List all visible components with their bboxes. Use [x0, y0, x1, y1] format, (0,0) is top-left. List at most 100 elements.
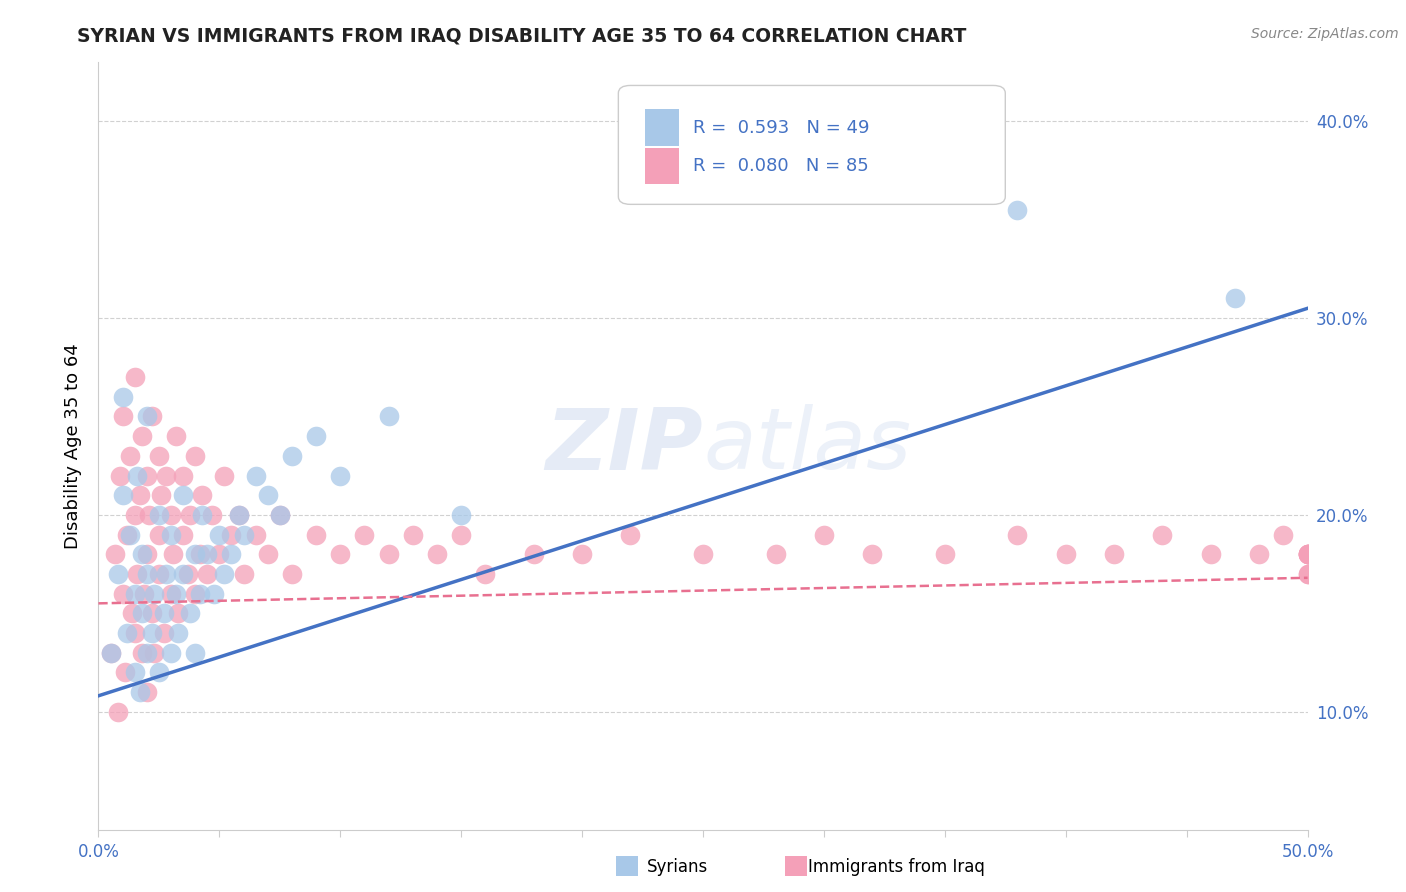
- Point: [135, 685, 157, 699]
- Point: [256, 488, 278, 502]
- Point: [1296, 566, 1319, 581]
- Point: [148, 527, 170, 541]
- Point: [160, 586, 183, 600]
- Point: [111, 390, 134, 404]
- Point: [111, 409, 134, 424]
- Point: [523, 547, 546, 561]
- Point: [934, 547, 956, 561]
- Point: [1199, 547, 1222, 561]
- Point: [212, 566, 235, 581]
- Point: [201, 508, 224, 522]
- Point: [160, 527, 183, 541]
- Point: [107, 566, 129, 581]
- Text: Source: ZipAtlas.com: Source: ZipAtlas.com: [1251, 27, 1399, 41]
- Point: [281, 566, 304, 581]
- Point: [107, 705, 129, 719]
- Text: ZIP: ZIP: [546, 404, 703, 488]
- Point: [131, 429, 153, 443]
- Point: [212, 468, 235, 483]
- Point: [165, 429, 187, 443]
- Point: [160, 646, 183, 660]
- Point: [377, 409, 399, 424]
- Point: [305, 527, 328, 541]
- Point: [179, 508, 201, 522]
- Point: [127, 566, 149, 581]
- Point: [100, 646, 122, 660]
- Point: [177, 566, 200, 581]
- Point: [228, 508, 250, 522]
- Point: [100, 646, 122, 660]
- Point: [141, 625, 163, 640]
- Text: R =  0.593   N = 49: R = 0.593 N = 49: [693, 119, 870, 136]
- Point: [813, 527, 835, 541]
- Point: [245, 527, 267, 541]
- Point: [108, 468, 131, 483]
- Point: [172, 527, 194, 541]
- Point: [305, 429, 328, 443]
- Text: Syrians: Syrians: [647, 858, 709, 876]
- Point: [124, 586, 146, 600]
- Point: [1296, 547, 1319, 561]
- Point: [765, 547, 787, 561]
- Point: [118, 449, 141, 463]
- Point: [135, 646, 157, 660]
- Point: [619, 527, 641, 541]
- Text: Immigrants from Iraq: Immigrants from Iraq: [808, 858, 986, 876]
- Bar: [645, 109, 679, 146]
- Point: [245, 468, 267, 483]
- Point: [221, 547, 243, 561]
- Point: [1007, 202, 1029, 217]
- Point: [143, 646, 166, 660]
- Point: [184, 586, 207, 600]
- Point: [571, 547, 593, 561]
- Point: [150, 488, 173, 502]
- Point: [1296, 566, 1319, 581]
- Point: [1223, 292, 1246, 306]
- Bar: [785, 856, 807, 876]
- Point: [148, 665, 170, 680]
- Point: [281, 449, 304, 463]
- Point: [155, 566, 177, 581]
- Point: [114, 665, 136, 680]
- Point: [1102, 547, 1125, 561]
- Point: [135, 566, 157, 581]
- Point: [195, 547, 218, 561]
- Point: [232, 527, 254, 541]
- Point: [128, 488, 150, 502]
- Point: [692, 547, 714, 561]
- Point: [191, 488, 214, 502]
- Point: [143, 586, 166, 600]
- Point: [148, 566, 170, 581]
- Point: [228, 508, 250, 522]
- Point: [1007, 527, 1029, 541]
- Point: [1296, 547, 1319, 561]
- Point: [172, 566, 194, 581]
- Point: [148, 449, 170, 463]
- Point: [179, 606, 201, 620]
- Bar: [645, 147, 679, 185]
- Point: [118, 527, 141, 541]
- Point: [131, 547, 153, 561]
- Point: [204, 586, 226, 600]
- Point: [124, 508, 146, 522]
- Point: [167, 625, 190, 640]
- Point: [135, 547, 157, 561]
- Point: [191, 508, 214, 522]
- Point: [134, 586, 156, 600]
- Point: [402, 527, 425, 541]
- Point: [188, 586, 211, 600]
- Y-axis label: Disability Age 35 to 64: Disability Age 35 to 64: [65, 343, 83, 549]
- Point: [329, 468, 352, 483]
- Point: [1249, 547, 1271, 561]
- Point: [124, 625, 146, 640]
- Point: [131, 606, 153, 620]
- Point: [141, 409, 163, 424]
- Point: [124, 370, 146, 384]
- Point: [353, 527, 375, 541]
- Point: [124, 665, 146, 680]
- Point: [138, 508, 160, 522]
- Point: [111, 488, 134, 502]
- Point: [152, 625, 174, 640]
- Point: [117, 527, 139, 541]
- Point: [184, 646, 207, 660]
